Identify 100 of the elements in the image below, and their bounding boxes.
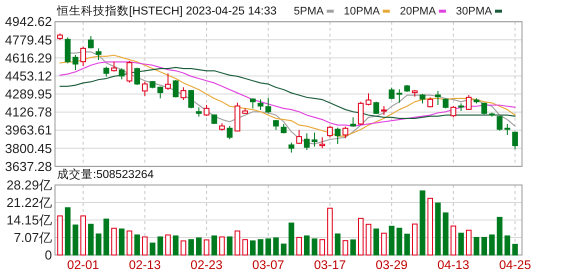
candlestick xyxy=(196,106,202,118)
bar xyxy=(512,244,518,256)
candlestick xyxy=(204,104,210,116)
bar xyxy=(334,233,340,256)
y-tick-label: 4616.29 xyxy=(5,50,52,66)
candlestick xyxy=(427,96,434,108)
y-tick-label: 3637.28 xyxy=(5,158,52,174)
candlestick xyxy=(188,89,194,109)
bar xyxy=(458,232,464,256)
bar xyxy=(319,239,326,256)
bar xyxy=(72,224,78,256)
legend-label: 10PMA xyxy=(344,6,380,18)
x-tick-label: 03-17 xyxy=(314,258,346,272)
bar xyxy=(373,228,380,256)
bar xyxy=(474,236,480,256)
candlestick xyxy=(312,132,318,148)
x-tick-label: 02-23 xyxy=(190,258,223,272)
x-tick-label: 03-07 xyxy=(252,258,284,272)
candlestick xyxy=(366,92,372,106)
bar xyxy=(312,238,318,256)
bar xyxy=(381,232,387,256)
bar xyxy=(420,190,426,256)
bar xyxy=(273,237,279,256)
bar xyxy=(481,236,488,256)
candlestick xyxy=(420,93,426,104)
candlestick xyxy=(165,72,171,90)
candlestick xyxy=(512,131,518,150)
y-tick-label: 21.22亿 xyxy=(6,194,52,210)
bar xyxy=(466,230,472,256)
bar xyxy=(80,215,86,256)
candlestick xyxy=(388,87,395,100)
bar xyxy=(226,236,233,256)
candlestick xyxy=(134,67,140,86)
bar xyxy=(142,236,148,256)
bar xyxy=(172,235,179,256)
x-tick-label: 02-01 xyxy=(67,258,100,272)
bar xyxy=(450,226,456,256)
bar xyxy=(111,228,117,256)
candlestick xyxy=(172,79,179,98)
candlestick xyxy=(64,36,71,64)
y-tick-label: 7.07亿 xyxy=(14,230,52,246)
candlestick xyxy=(304,132,310,150)
bar xyxy=(242,239,248,256)
legend-label: 30PMA xyxy=(456,6,493,18)
y-tick-label: 3800.45 xyxy=(5,140,52,156)
candlestick xyxy=(442,98,449,109)
bar xyxy=(280,244,286,256)
bar xyxy=(366,224,372,256)
bar xyxy=(157,236,164,256)
bar xyxy=(342,240,348,256)
bar xyxy=(126,230,132,256)
bar xyxy=(204,239,210,256)
bar xyxy=(358,218,364,256)
candlestick xyxy=(288,142,294,154)
bar xyxy=(496,216,502,256)
candlestick xyxy=(258,98,264,111)
candlestick xyxy=(103,66,110,78)
bar xyxy=(304,235,310,256)
bar xyxy=(396,228,402,256)
candlestick xyxy=(450,106,456,118)
candlestick xyxy=(265,97,272,114)
candlestick xyxy=(72,54,78,70)
candlestick xyxy=(226,125,233,140)
candlestick xyxy=(358,101,364,126)
bar xyxy=(258,239,264,256)
y-tick-label: 4289.95 xyxy=(5,86,52,102)
candlestick xyxy=(504,123,510,136)
bar xyxy=(350,239,356,256)
bar xyxy=(412,224,418,256)
y-tick-label: 4126.78 xyxy=(5,104,52,120)
chart-title: 成交量:508523264 xyxy=(57,167,154,181)
line-series xyxy=(59,61,516,127)
candlestick xyxy=(334,127,341,144)
bar xyxy=(196,237,202,256)
bar xyxy=(64,207,71,256)
y-tick-label: 4942.62 xyxy=(5,14,52,30)
candlestick xyxy=(496,115,503,132)
candlestick xyxy=(142,81,148,97)
candlestick xyxy=(80,46,86,66)
candlestick xyxy=(157,86,164,99)
bar xyxy=(88,224,94,256)
bar xyxy=(489,234,495,256)
bar xyxy=(327,208,333,256)
bar xyxy=(388,226,394,256)
candlestick xyxy=(466,94,472,111)
bar xyxy=(211,235,218,256)
candlestick xyxy=(180,86,186,101)
y-tick-label: 28.29亿 xyxy=(6,178,52,192)
candlestick xyxy=(327,125,333,138)
y-tick-label: 14.15亿 xyxy=(6,212,52,228)
candlestick xyxy=(435,90,441,106)
bar xyxy=(427,198,434,256)
candlestick xyxy=(481,102,488,115)
candlestick xyxy=(111,61,117,72)
y-tick-label: 4453.12 xyxy=(5,68,52,84)
candlestick xyxy=(88,36,94,49)
candlestick xyxy=(396,88,402,104)
chart-title: 恒生科技指数[HSTECH] 2023-04-25 14:33 xyxy=(56,4,277,18)
candlestick xyxy=(96,48,102,61)
bar xyxy=(134,234,140,256)
